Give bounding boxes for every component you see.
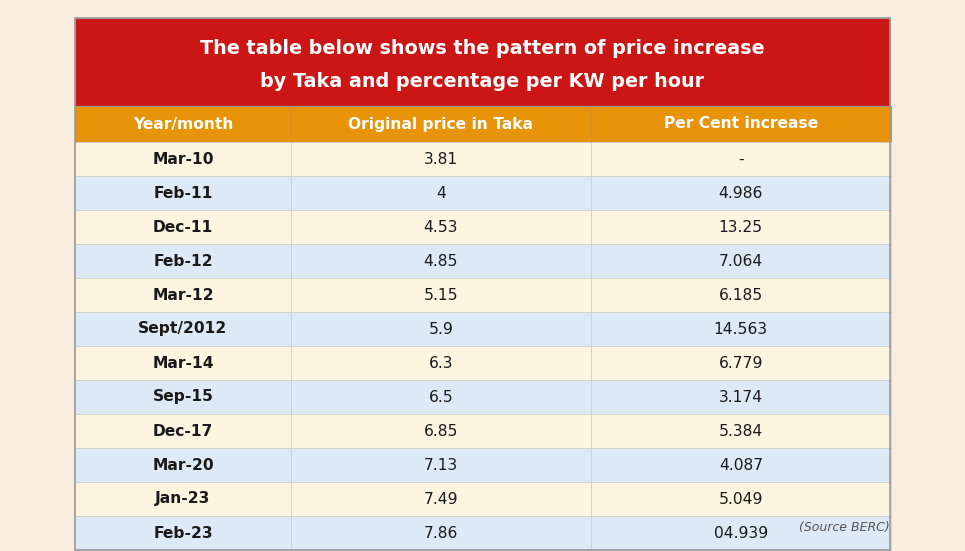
Bar — [75, 106, 291, 142]
Bar — [75, 482, 291, 516]
Bar — [591, 312, 891, 346]
Bar — [291, 176, 591, 210]
Bar — [291, 142, 591, 176]
Bar — [291, 106, 591, 142]
Text: 6.85: 6.85 — [424, 424, 458, 439]
Text: 5.384: 5.384 — [719, 424, 763, 439]
Text: 4.986: 4.986 — [719, 186, 763, 201]
Bar — [591, 380, 891, 414]
Text: 7.86: 7.86 — [424, 526, 458, 541]
Text: Mar-20: Mar-20 — [152, 457, 214, 473]
Text: 13.25: 13.25 — [719, 219, 763, 235]
Text: -: - — [738, 152, 744, 166]
Bar — [591, 142, 891, 176]
Bar — [291, 414, 591, 448]
Bar — [591, 482, 891, 516]
Bar — [591, 176, 891, 210]
Text: Feb-12: Feb-12 — [153, 253, 213, 268]
Text: 6.185: 6.185 — [719, 288, 763, 302]
Text: Feb-23: Feb-23 — [153, 526, 213, 541]
Bar — [291, 278, 591, 312]
Bar — [75, 516, 291, 550]
Bar — [591, 448, 891, 482]
Bar — [75, 18, 890, 550]
Text: 7.49: 7.49 — [424, 491, 458, 506]
Text: 5.9: 5.9 — [428, 321, 454, 337]
Text: Mar-14: Mar-14 — [152, 355, 214, 370]
Bar — [291, 210, 591, 244]
Text: Sep-15: Sep-15 — [152, 390, 213, 404]
Bar — [591, 414, 891, 448]
Bar — [75, 210, 291, 244]
Bar — [75, 312, 291, 346]
Text: 4.087: 4.087 — [719, 457, 763, 473]
Text: (Source BERC): (Source BERC) — [799, 521, 890, 534]
Bar — [75, 380, 291, 414]
Text: 5.049: 5.049 — [719, 491, 763, 506]
Text: 14.563: 14.563 — [714, 321, 768, 337]
Bar — [291, 482, 591, 516]
Bar — [75, 244, 291, 278]
Bar — [75, 18, 890, 106]
Text: 4.53: 4.53 — [424, 219, 458, 235]
Text: Year/month: Year/month — [133, 116, 234, 132]
Bar — [291, 516, 591, 550]
Bar — [591, 346, 891, 380]
Text: 3.81: 3.81 — [424, 152, 458, 166]
Bar — [75, 176, 291, 210]
Bar — [591, 244, 891, 278]
Bar — [75, 448, 291, 482]
Text: 7.064: 7.064 — [719, 253, 763, 268]
Text: 4: 4 — [436, 186, 446, 201]
Bar — [591, 210, 891, 244]
Bar — [75, 142, 291, 176]
Text: Jan-23: Jan-23 — [155, 491, 210, 506]
Text: 6.3: 6.3 — [428, 355, 454, 370]
Bar — [75, 278, 291, 312]
Bar — [591, 278, 891, 312]
Text: 3.174: 3.174 — [719, 390, 763, 404]
Text: Feb-11: Feb-11 — [153, 186, 212, 201]
Text: 4.85: 4.85 — [424, 253, 458, 268]
Text: The table below shows the pattern of price increase: The table below shows the pattern of pri… — [201, 39, 764, 58]
Text: 04.939: 04.939 — [714, 526, 768, 541]
Text: Dec-11: Dec-11 — [152, 219, 213, 235]
Bar — [75, 346, 291, 380]
Text: Per Cent increase: Per Cent increase — [664, 116, 818, 132]
Bar — [291, 448, 591, 482]
Bar — [591, 106, 891, 142]
Bar — [291, 312, 591, 346]
Bar — [291, 244, 591, 278]
Bar — [291, 380, 591, 414]
Text: by Taka and percentage per KW per hour: by Taka and percentage per KW per hour — [261, 72, 704, 91]
Text: Mar-12: Mar-12 — [152, 288, 214, 302]
Text: 6.779: 6.779 — [719, 355, 763, 370]
Bar — [291, 346, 591, 380]
Text: Original price in Taka: Original price in Taka — [348, 116, 534, 132]
Bar — [75, 414, 291, 448]
Text: 6.5: 6.5 — [428, 390, 454, 404]
Text: 5.15: 5.15 — [424, 288, 458, 302]
Text: 7.13: 7.13 — [424, 457, 458, 473]
Text: Sept/2012: Sept/2012 — [138, 321, 228, 337]
Text: Mar-10: Mar-10 — [152, 152, 213, 166]
Text: Dec-17: Dec-17 — [152, 424, 213, 439]
Bar — [591, 516, 891, 550]
